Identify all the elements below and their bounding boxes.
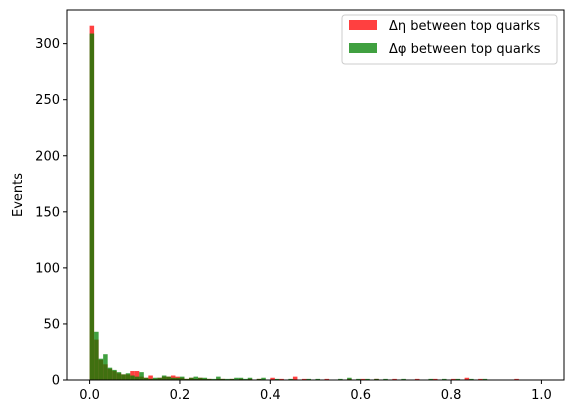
- histogram-bar: [98, 358, 104, 380]
- histogram-bar: [134, 376, 140, 380]
- bars-layer: [89, 25, 519, 381]
- x-tick-label: 0.6: [350, 388, 371, 403]
- histogram-bar: [175, 377, 180, 380]
- histogram-bar: [247, 377, 253, 380]
- histogram-bar: [383, 378, 388, 380]
- histogram-bar: [315, 378, 321, 380]
- x-tick-label: 0.2: [170, 388, 191, 403]
- histogram-bar: [292, 376, 298, 380]
- histogram-bar: [188, 377, 194, 380]
- x-axis-ticks: 0.0 0.2 0.4 0.6 0.8 1.0: [79, 380, 552, 403]
- histogram-bar: [464, 377, 470, 380]
- histogram-bar: [107, 367, 113, 380]
- histogram-bar: [89, 33, 95, 381]
- series-delta-phi: [89, 33, 488, 381]
- y-axis-ticks: 0 50 100 150 200 250 300: [35, 37, 67, 389]
- histogram-bar: [229, 378, 235, 380]
- histogram-bar: [225, 378, 230, 380]
- histogram-bar: [455, 378, 461, 380]
- histogram-bar: [220, 378, 226, 380]
- histogram-bar: [365, 378, 370, 380]
- x-tick-label: 0.4: [260, 388, 281, 403]
- histogram-bar: [288, 378, 293, 380]
- histogram-bar: [112, 369, 117, 380]
- histogram-bar: [161, 375, 167, 380]
- y-tick-label: 50: [43, 317, 60, 332]
- histogram-bar: [166, 376, 171, 380]
- plot-frame: [66, 9, 565, 381]
- histogram-bar: [121, 374, 126, 380]
- histogram-bar: [451, 378, 456, 380]
- histogram-bar: [478, 378, 483, 380]
- y-axis-label: Events: [11, 173, 26, 217]
- histogram-bar: [270, 377, 275, 380]
- histogram-bar: [274, 378, 280, 380]
- histogram-bar: [125, 373, 131, 380]
- histogram-bar: [514, 378, 519, 380]
- histogram-bar: [374, 378, 379, 380]
- histogram-bar: [482, 378, 488, 380]
- histogram-bar: [143, 377, 149, 380]
- histogram-bar: [234, 377, 239, 380]
- legend: Δη between top quarks Δφ between top qua…: [341, 14, 558, 65]
- histogram-bar: [216, 376, 221, 380]
- y-tick-label: 300: [35, 37, 60, 52]
- histogram-bar: [184, 378, 189, 380]
- histogram-bar: [356, 378, 361, 380]
- histogram-bar: [170, 377, 176, 380]
- histogram-bar: [347, 377, 352, 380]
- histogram-bar: [261, 377, 266, 380]
- histogram-bar: [202, 377, 208, 380]
- histogram-bar: [116, 372, 122, 380]
- histogram-bar: [179, 376, 185, 380]
- histogram-bar: [211, 378, 217, 380]
- y-tick-label: 100: [35, 261, 60, 276]
- histogram-bar: [338, 378, 343, 380]
- histogram-bar: [279, 378, 284, 380]
- histogram-bar: [152, 377, 158, 380]
- histogram-bar: [442, 378, 447, 380]
- histogram-bar: [360, 378, 366, 380]
- histogram-bar: [94, 331, 99, 380]
- histogram-bar: [238, 377, 244, 380]
- legend-label-phi: Δφ between top quarks: [389, 42, 541, 57]
- histogram-bar: [198, 377, 203, 380]
- histogram-bar: [193, 376, 199, 380]
- histogram-bar: [243, 378, 248, 380]
- y-tick-label: 200: [35, 149, 60, 164]
- y-tick-label: 150: [35, 205, 60, 220]
- x-tick-label: 0.8: [441, 388, 462, 403]
- histogram-bar: [401, 378, 406, 380]
- histogram-bar: [148, 378, 153, 380]
- histogram-bar: [301, 378, 307, 380]
- histogram-bar: [157, 377, 162, 380]
- legend-label-eta: Δη between top quarks: [389, 19, 540, 34]
- legend-swatch-eta: [349, 20, 377, 30]
- histogram-bar: [324, 378, 330, 380]
- histogram-bar: [207, 378, 212, 380]
- histogram-bar: [139, 372, 144, 380]
- histogram-bar: [103, 354, 108, 380]
- histogram-bar: [469, 378, 474, 380]
- histogram-bar: [432, 378, 438, 380]
- x-tick-label: 1.0: [531, 388, 552, 403]
- histogram-bar: [256, 378, 262, 380]
- histogram-bar: [130, 371, 135, 380]
- legend-box: [341, 14, 558, 65]
- histogram-bar: [428, 378, 433, 380]
- histogram-bar: [130, 375, 135, 380]
- histogram-bar: [414, 378, 420, 380]
- histogram-bar: [148, 375, 153, 380]
- histogram-bar: [306, 378, 311, 380]
- y-tick-label: 250: [35, 93, 60, 108]
- histogram-bar: [134, 371, 140, 380]
- x-tick-label: 0.0: [79, 388, 100, 403]
- histogram-bar: [392, 378, 397, 380]
- y-tick-label: 0: [52, 374, 60, 389]
- legend-swatch-phi: [349, 43, 377, 53]
